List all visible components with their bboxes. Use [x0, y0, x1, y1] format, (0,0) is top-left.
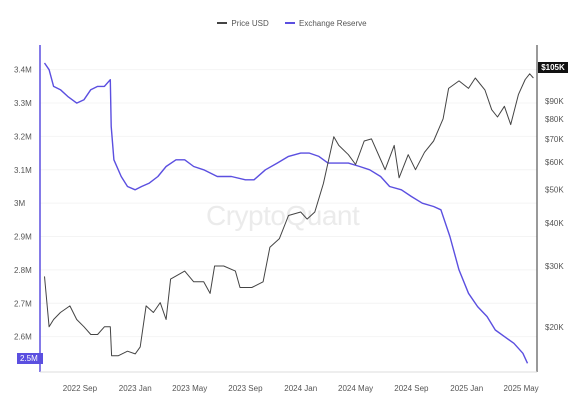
x-tick-label: 2023 Sep — [228, 384, 263, 393]
legend: Price USD Exchange Reserve — [0, 17, 584, 28]
y-right-tick-label: $90K — [545, 97, 564, 106]
x-ticks: 2022 Sep 2023 Jan 2023 May 2023 Sep 2024 Jan… — [63, 384, 539, 393]
y-right-tick-label: $20K — [545, 323, 564, 332]
x-tick-label: 2023 May — [172, 384, 207, 393]
legend-item-reserve[interactable]: Exchange Reserve — [284, 18, 367, 28]
grid — [40, 69, 537, 338]
y-left-tick-label: 3.4M — [14, 66, 32, 75]
legend-swatch-price — [217, 22, 228, 24]
x-tick-label: 2025 Jan — [450, 384, 483, 393]
y-left-tick-label: 2.7M — [14, 299, 32, 308]
legend-label-reserve: Exchange Reserve — [298, 18, 367, 28]
x-tick-label: 2022 Sep — [63, 384, 98, 393]
y-left-tick-label: 3.3M — [14, 99, 32, 108]
legend-label-price: Price USD — [231, 18, 269, 28]
legend-swatch-reserve — [284, 22, 295, 24]
y-left-tick-label: 2.8M — [14, 266, 32, 275]
series-group — [43, 62, 534, 364]
y-right-tick-label: $80K — [545, 115, 564, 124]
x-tick-label: 2024 Jan — [284, 384, 317, 393]
watermark: CryptoQuant — [206, 200, 360, 231]
x-tick-label: 2024 Sep — [394, 384, 429, 393]
y-left-tick-label: 3M — [14, 199, 25, 208]
y-left-tick-label: 3.1M — [14, 166, 32, 175]
x-tick-label: 2025 May — [504, 384, 539, 393]
x-tick-label: 2024 May — [338, 384, 373, 393]
price-current-tag: $105K — [538, 62, 568, 73]
y-right-tick-label: $50K — [545, 185, 564, 194]
y-right-tick-label: $30K — [545, 262, 564, 271]
y-left-tick-label: 3.2M — [14, 132, 32, 141]
y-right-ticks: $90K $80K $70K $60K $50K $40K $30K $20K — [545, 97, 564, 332]
y-left-ticks: 3.4M 3.3M 3.2M 3.1M 3M 2.9M 2.8M 2.7M 2.6M — [14, 66, 32, 342]
y-right-tick-label: $40K — [545, 219, 564, 228]
y-left-tick-label: 2.6M — [14, 333, 32, 342]
y-left-tick-label: 2.9M — [14, 233, 32, 242]
y-right-tick-label: $70K — [545, 135, 564, 144]
x-tick-label: 2023 Jan — [119, 384, 152, 393]
series-line-exchange-reserve — [43, 62, 529, 364]
reserve-current-tag: 2.5M — [17, 353, 43, 364]
series-line-price — [44, 73, 534, 357]
y-right-tick-label: $60K — [545, 158, 564, 167]
legend-item-price[interactable]: Price USD — [217, 18, 269, 28]
